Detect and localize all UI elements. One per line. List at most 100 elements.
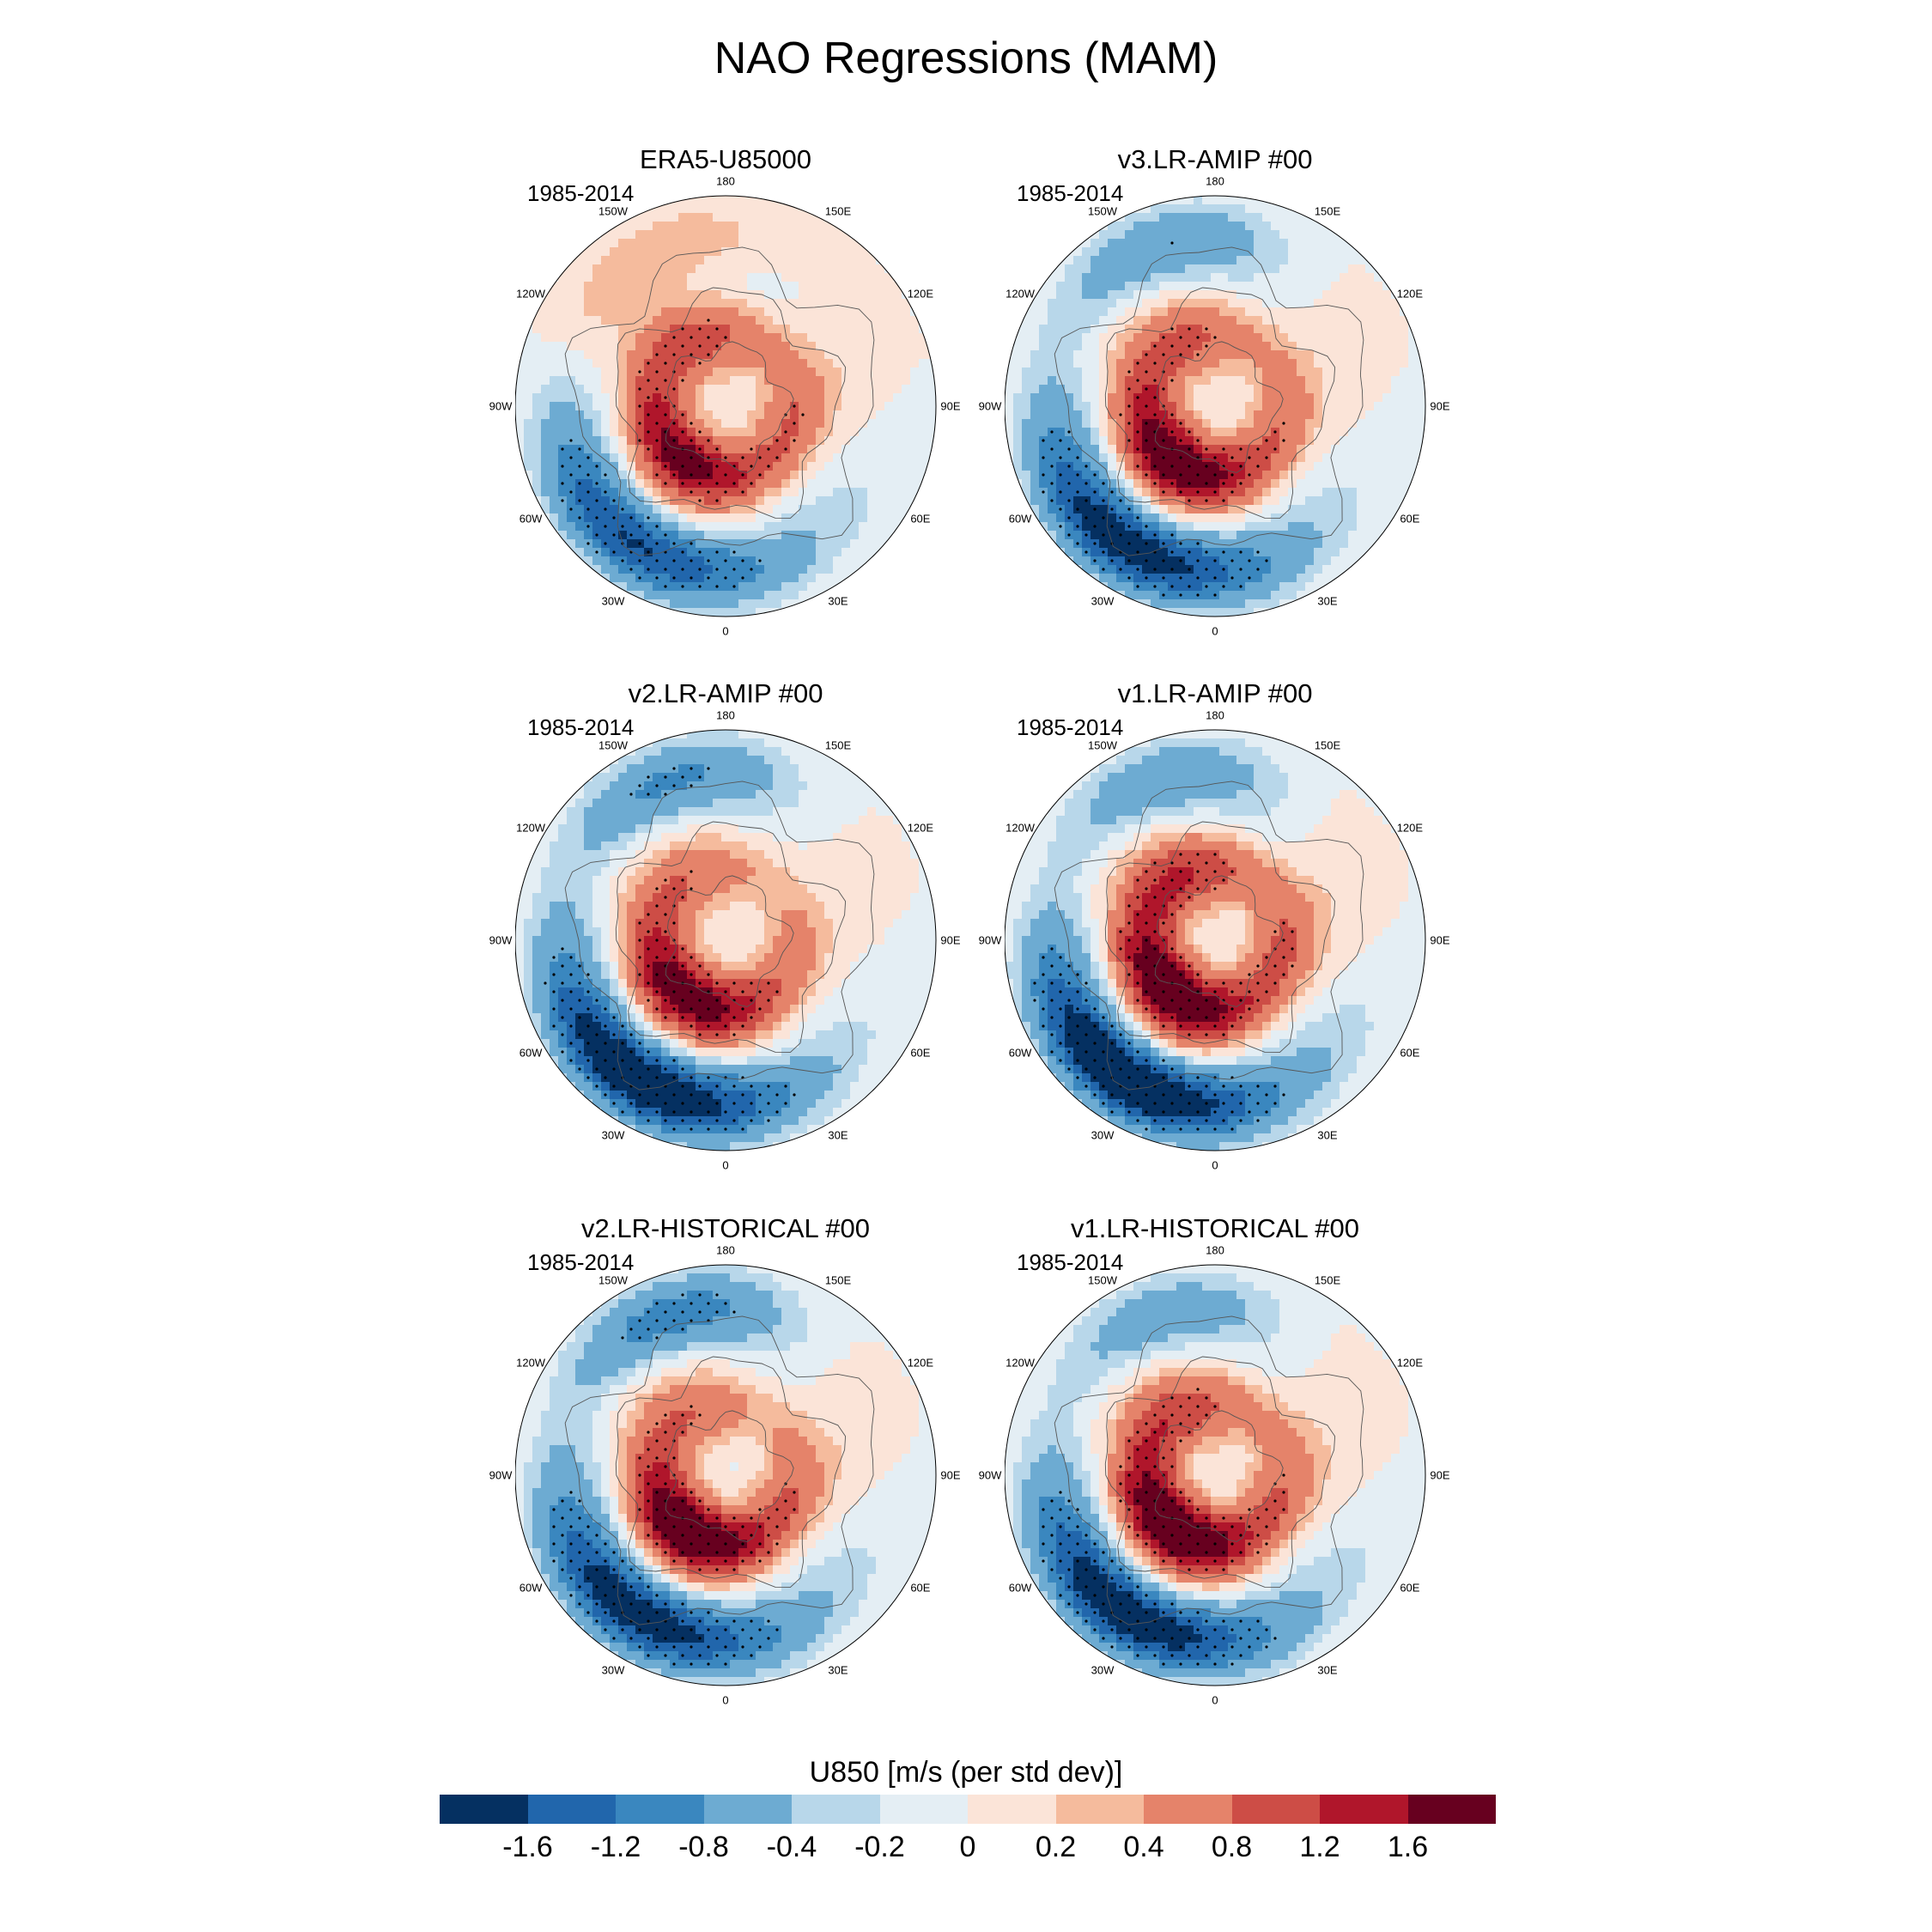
longitude-label: 90E [1430,933,1450,947]
longitude-label: 120E [907,1356,934,1370]
longitude-label: 180 [716,174,735,188]
map-panel: v1.LR-HISTORICAL #00 1985-2014 180 150E 120E… [979,1213,1503,1711]
colorbar-tick-label: 0 [959,1831,976,1863]
panel-period: 1985-2014 [527,180,635,206]
longitude-label: 0 [722,1158,729,1172]
colorbar-swatch [792,1795,880,1824]
longitude-label: 30E [1317,1663,1338,1677]
longitude-label: 90E [940,1468,961,1482]
polar-map [515,195,937,617]
panel-title: v2.LR-AMIP #00 [628,678,823,708]
longitude-label: 90W [978,1468,1002,1482]
longitude-label: 60E [910,1046,931,1060]
longitude-label: 60W [1008,1581,1032,1595]
figure-title: NAO Regressions (MAM) [714,33,1218,83]
longitude-label: 180 [1206,1243,1224,1257]
longitude-label: 150W [1088,1273,1117,1287]
colorbar-tick-label: 0.8 [1211,1831,1253,1863]
anomaly-field [515,1265,936,1686]
longitude-label: 0 [722,624,729,638]
coastlines [1054,246,1364,556]
longitude-label: 60W [519,1046,543,1060]
map-border [1005,195,1426,617]
panel-period: 1985-2014 [1017,180,1124,206]
coastlines [564,1315,875,1625]
longitude-label: 90W [978,399,1002,413]
colorbar-title: U850 [m/s (per std dev)] [809,1756,1123,1789]
colorbar-swatch [616,1795,704,1824]
longitude-label: 150E [824,738,852,752]
colorbar-swatch [527,1795,616,1824]
colorbar-swatch [1407,1795,1496,1824]
colorbar-swatch [1320,1795,1408,1824]
map-border [515,729,937,1151]
longitude-label: 0 [1212,1693,1218,1707]
longitude-label: 120W [1005,287,1036,301]
longitude-label: 150E [1314,738,1341,752]
longitude-label: 120E [907,821,934,835]
longitude-label: 150W [1088,738,1117,752]
colorbar-swatch [703,1795,792,1824]
longitude-label: 120W [516,1356,546,1370]
longitude-label: 180 [1206,708,1224,722]
colorbar-tick-label: 1.6 [1387,1831,1429,1863]
longitude-label: 30E [1317,594,1338,608]
colorbar-tick-label: 1.2 [1299,1831,1340,1863]
longitude-label: 90E [940,933,961,947]
longitude-label: 90E [940,399,961,413]
longitude-label: 150W [598,1273,628,1287]
map-panel: v2.LR-HISTORICAL #00 1985-2014 180 150E 120E… [489,1213,1013,1711]
longitude-label: 150W [598,204,628,218]
longitude-label: 30E [1317,1128,1338,1142]
colorbar-tick-label: -0.2 [854,1831,905,1863]
map-border [515,1264,937,1686]
panel-title: v2.LR-HISTORICAL #00 [581,1213,870,1243]
map-border [515,195,937,617]
longitude-label: 180 [716,708,735,722]
longitude-label: 90W [489,1468,513,1482]
longitude-label: 150E [824,204,852,218]
colorbar-tick-label: 0.4 [1123,1831,1164,1863]
map-panel: v2.LR-AMIP #00 1985-2014 180 150E 120E 90E 60E… [489,678,1013,1176]
longitude-label: 120E [1396,287,1424,301]
longitude-label: 30W [601,1663,625,1677]
longitude-label: 90E [1430,399,1450,413]
colorbar [440,1795,1496,1824]
longitude-label: 120W [516,821,546,835]
colorbar-tick-label: -0.4 [766,1831,817,1863]
longitude-label: 60E [1400,1046,1420,1060]
longitude-label: 30W [1091,1128,1115,1142]
polar-map [1005,195,1426,617]
longitude-label: 90W [978,933,1002,947]
polar-map [1005,1264,1426,1686]
longitude-label: 30E [828,1663,848,1677]
panel-period: 1985-2014 [527,714,635,740]
anomaly-field [1005,1265,1425,1686]
map-panel: v1.LR-AMIP #00 1985-2014 180 150E 120E 90E 60E… [979,678,1503,1176]
longitude-label: 30W [601,594,625,608]
longitude-label: 30W [601,1128,625,1142]
panel-title: v1.LR-AMIP #00 [1117,678,1313,708]
longitude-label: 30E [828,1128,848,1142]
longitude-label: 0 [1212,624,1218,638]
longitude-label: 60W [1008,1046,1032,1060]
longitude-label: 60E [910,512,931,526]
longitude-label: 0 [1212,1158,1218,1172]
panel-period: 1985-2014 [527,1249,635,1275]
longitude-label: 90W [489,399,513,413]
panel-title: v3.LR-AMIP #00 [1117,144,1313,174]
panel-title: v1.LR-HISTORICAL #00 [1071,1213,1359,1243]
colorbar-tick-label: -0.8 [678,1831,729,1863]
polar-map [515,729,937,1151]
anomaly-field [515,196,936,617]
polar-map [1005,729,1426,1151]
longitude-label: 60E [1400,512,1420,526]
colorbar-tick-label: 0.2 [1035,1831,1077,1863]
longitude-label: 180 [1206,174,1224,188]
longitude-label: 120E [1396,1356,1424,1370]
longitude-label: 30W [1091,594,1115,608]
colorbar-swatch [879,1795,968,1824]
map-panel: v3.LR-AMIP #00 1985-2014 180 150E 120E 90E 60E… [979,144,1503,642]
map-border [1005,1264,1426,1686]
longitude-label: 60E [1400,1581,1420,1595]
